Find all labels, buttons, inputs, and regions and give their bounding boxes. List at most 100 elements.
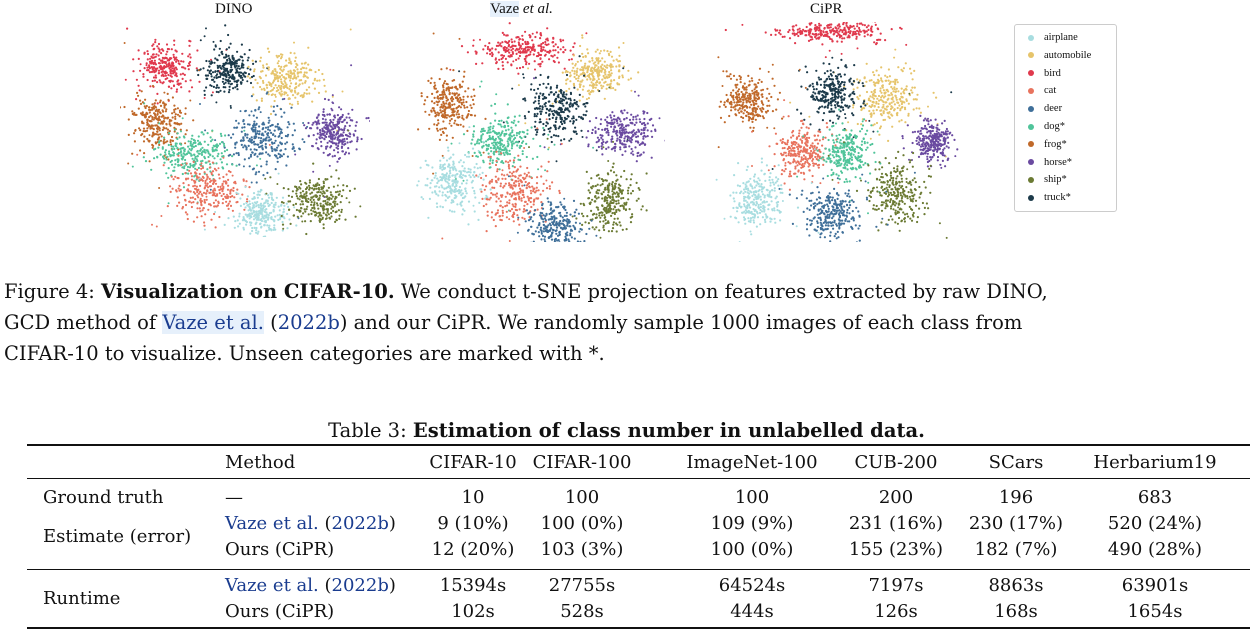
legend-marker — [1028, 141, 1034, 148]
legend-label: truck* — [1044, 192, 1071, 204]
table-cell: 63901s — [1121, 575, 1189, 596]
table-cell: 528s — [560, 601, 604, 622]
row-label-runtime: Runtime — [43, 588, 121, 609]
paren-open: ( — [318, 575, 332, 596]
legend-item: deer — [1028, 100, 1062, 117]
cluster-dog — [796, 108, 882, 215]
table-cell: 168s — [994, 601, 1038, 622]
citation-link-vaze[interactable]: Vaze et al. — [162, 311, 264, 334]
legend-item: frog* — [1028, 136, 1067, 153]
caption-prefix: Figure 4: — [4, 280, 102, 303]
figure-4: DINO Vaze et al. CiPR airplane automobile… — [0, 0, 1253, 250]
table-top-rule — [27, 444, 1250, 446]
panel-title-vaze: Vaze et al. — [490, 1, 553, 18]
legend-item: horse* — [1028, 154, 1072, 171]
column-header-method: Method — [225, 452, 296, 473]
class-legend: airplane automobile bird cat deer dog* frog* ho… — [1014, 24, 1117, 212]
cluster-ship — [827, 92, 948, 239]
row-label-ground-truth: Ground truth — [43, 487, 164, 508]
cluster-airplane — [715, 148, 820, 242]
legend-marker — [1028, 105, 1034, 112]
column-header: Herbarium19 — [1093, 452, 1217, 473]
citation-link-year[interactable]: 2022b — [277, 311, 340, 334]
cluster-dog — [131, 102, 262, 205]
cluster-cat — [751, 99, 867, 191]
citation-link-year[interactable]: 2022b — [331, 575, 389, 596]
caption-text-1: We conduct t-SNE projection on features … — [394, 280, 1048, 303]
legend-item: airplane — [1028, 29, 1078, 46]
cluster-frog — [717, 56, 807, 149]
table-cell: 155 (23%) — [848, 539, 944, 560]
cluster-bird — [124, 27, 228, 105]
citation-link-vaze[interactable]: Vaze et al. — [225, 513, 319, 534]
cluster-ship — [528, 86, 648, 239]
legend-marker — [1028, 70, 1034, 77]
cluster-dog — [450, 80, 595, 212]
cluster-frog — [417, 32, 487, 175]
legend-label: ship* — [1044, 174, 1067, 186]
legend-label: frog* — [1044, 138, 1067, 150]
citation-link-vaze[interactable]: Vaze et al. — [225, 575, 319, 596]
paren-close: ) — [388, 575, 396, 596]
table-cell: 109 (9%) — [710, 513, 794, 534]
legend-item: automobile — [1028, 47, 1091, 64]
legend-marker — [1028, 176, 1034, 183]
paren-open: ( — [318, 513, 332, 534]
legend-label: bird — [1044, 67, 1061, 79]
table-cell: 200 — [878, 487, 914, 508]
tsne-plot-cipr — [715, 22, 959, 242]
table-cell: 1654s — [1127, 601, 1183, 622]
caption-line-3: CIFAR-10 to visualize. Unseen categories… — [4, 342, 605, 365]
cluster-automobile — [789, 48, 947, 158]
table-title-prefix: Table 3: — [328, 419, 413, 442]
table-cell: 64524s — [718, 575, 786, 596]
cluster-deer — [199, 91, 310, 220]
table-cell: 7197s — [868, 575, 924, 596]
caption-text-2b: ( — [263, 311, 278, 334]
table-cell: 100 (0%) — [710, 539, 794, 560]
cluster-horse — [283, 64, 370, 198]
tsne-plot-dino — [120, 24, 370, 237]
table-cell: 196 — [998, 487, 1034, 508]
cluster-horse — [901, 114, 959, 169]
legend-label: cat — [1044, 85, 1057, 97]
method-citation: Vaze et al. (2022b) — [225, 575, 396, 596]
table-cell: 490 (28%) — [1107, 539, 1203, 560]
table-cell: 683 — [1137, 487, 1173, 508]
cluster-truck — [196, 24, 269, 109]
caption-text-2a: GCD method of — [4, 311, 163, 334]
cluster-ship — [264, 129, 362, 236]
citation-link-year[interactable]: 2022b — [331, 513, 389, 534]
cluster-cat — [136, 143, 271, 229]
legend-marker — [1028, 194, 1034, 201]
table-cell: 15394s — [439, 575, 507, 596]
cluster-cat — [441, 118, 611, 242]
method-citation: Vaze et al. (2022b) — [225, 513, 396, 534]
table-cell: 231 (16%) — [848, 513, 944, 534]
table-cell: 126s — [874, 601, 918, 622]
cluster-truck — [771, 56, 953, 170]
cluster-airplane — [198, 172, 298, 237]
table-header-rule — [27, 478, 1250, 479]
method-cell: — — [225, 487, 243, 508]
table-cell: 230 (17%) — [968, 513, 1064, 534]
legend-item: truck* — [1028, 189, 1071, 206]
caption-text-2c: ) and our CiPR. We randomly sample 1000 … — [339, 311, 1023, 334]
legend-marker — [1028, 52, 1034, 59]
panel-title-vaze-em: et al. — [522, 1, 553, 17]
figure-caption: Figure 4: Visualization on CIFAR-10. We … — [4, 276, 1250, 369]
table-cell: 103 (3%) — [540, 539, 624, 560]
table-title: Table 3: Estimation of class number in u… — [0, 419, 1253, 442]
legend-label: deer — [1044, 103, 1063, 115]
table-cell: 520 (24%) — [1107, 513, 1203, 534]
tsne-plot-vaze — [416, 22, 665, 242]
panel-title-vaze-text: Vaze — [490, 1, 520, 17]
legend-label: automobile — [1044, 49, 1092, 61]
legend-item: cat — [1028, 82, 1056, 99]
table-mid-rule — [27, 569, 1250, 570]
caption-bold: Visualization on CIFAR-10. — [101, 280, 395, 303]
table-cell: 100 (0%) — [540, 513, 624, 534]
table-cell: 12 (20%) — [431, 539, 515, 560]
cluster-automobile — [517, 34, 640, 149]
legend-item: ship* — [1028, 171, 1067, 188]
